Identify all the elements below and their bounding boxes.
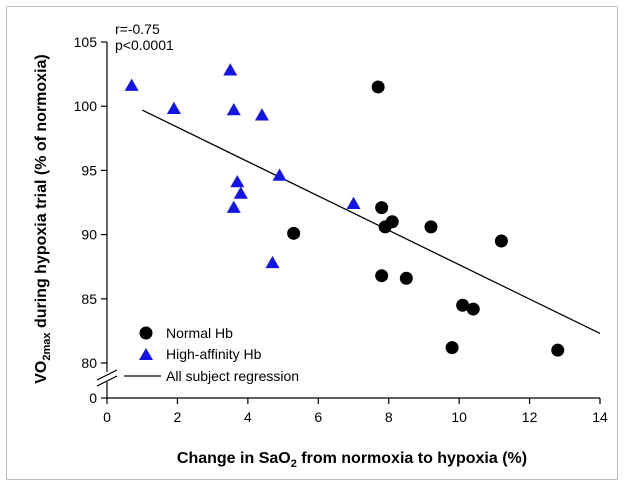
high-affinity-hb-point xyxy=(346,196,361,210)
y-tick-label: 100 xyxy=(74,98,98,114)
legend-normal-marker xyxy=(139,326,153,340)
x-axis-title: Change in SaO2 from normoxia to hypoxia … xyxy=(177,450,527,470)
y-axis-break-mark xyxy=(96,369,118,381)
x-tick-label: 2 xyxy=(174,409,182,425)
high-affinity-hb-point xyxy=(272,168,287,181)
legend-high-label: High-affinity Hb xyxy=(166,346,262,362)
regression-line xyxy=(141,109,601,335)
high-affinity-hb-point xyxy=(265,255,280,269)
y-tick-label: 85 xyxy=(81,291,97,307)
normal-hb-point xyxy=(445,341,459,355)
chart-frame xyxy=(6,6,618,480)
normal-hb-point xyxy=(551,343,565,357)
y-axis-title: VO2max during hypoxia trial (% of normox… xyxy=(33,54,53,384)
normal-hb-point xyxy=(375,269,389,283)
normal-hb-point xyxy=(466,302,480,316)
normal-hb-point xyxy=(456,298,470,312)
normal-hb-point xyxy=(375,201,389,215)
y-tick-label: 80 xyxy=(81,355,97,371)
y-axis-break-mark xyxy=(96,375,118,387)
normal-hb-point xyxy=(424,220,438,234)
x-tick-label: 6 xyxy=(314,409,322,425)
normal-hb-point xyxy=(371,80,385,94)
legend-normal-label: Normal Hb xyxy=(166,325,233,341)
axes: 0 2 4 6 8 10 12 14 0 80 85 90 95 100 105 xyxy=(74,34,608,425)
high-affinity-hb-point xyxy=(230,174,245,188)
x-tick-label: 8 xyxy=(385,409,393,425)
x-tick-label: 0 xyxy=(103,409,111,425)
normal-hb-point xyxy=(399,271,413,285)
y-tick-label: 95 xyxy=(81,162,97,178)
r-annotation: r=-0.75 xyxy=(115,21,160,37)
high-affinity-hb-point xyxy=(166,101,181,115)
regression-layer xyxy=(141,109,601,335)
p-annotation: p<0.0001 xyxy=(115,37,174,53)
y-tick-label: 105 xyxy=(74,34,98,50)
points-layer xyxy=(124,63,565,357)
x-tick-label: 14 xyxy=(592,409,608,425)
legend-regression-label: All subject regression xyxy=(166,368,299,384)
x-tick-label: 12 xyxy=(522,409,538,425)
high-affinity-hb-point xyxy=(226,103,241,116)
legend-high-marker xyxy=(139,348,153,360)
normal-hb-point xyxy=(494,234,508,248)
normal-hb-point xyxy=(385,215,399,229)
high-affinity-hb-point xyxy=(254,108,269,121)
high-affinity-hb-point xyxy=(233,186,248,199)
normal-hb-point xyxy=(287,226,301,240)
legend: Normal Hb High-affinity Hb All subject r… xyxy=(124,325,299,384)
high-affinity-hb-point xyxy=(223,63,238,76)
high-affinity-hb-point xyxy=(124,78,139,91)
high-affinity-hb-point xyxy=(226,200,241,213)
x-tick-label: 4 xyxy=(244,409,252,425)
x-tick-label: 10 xyxy=(451,409,467,425)
y-tick-label: 0 xyxy=(89,390,97,406)
y-tick-label: 90 xyxy=(81,227,97,243)
